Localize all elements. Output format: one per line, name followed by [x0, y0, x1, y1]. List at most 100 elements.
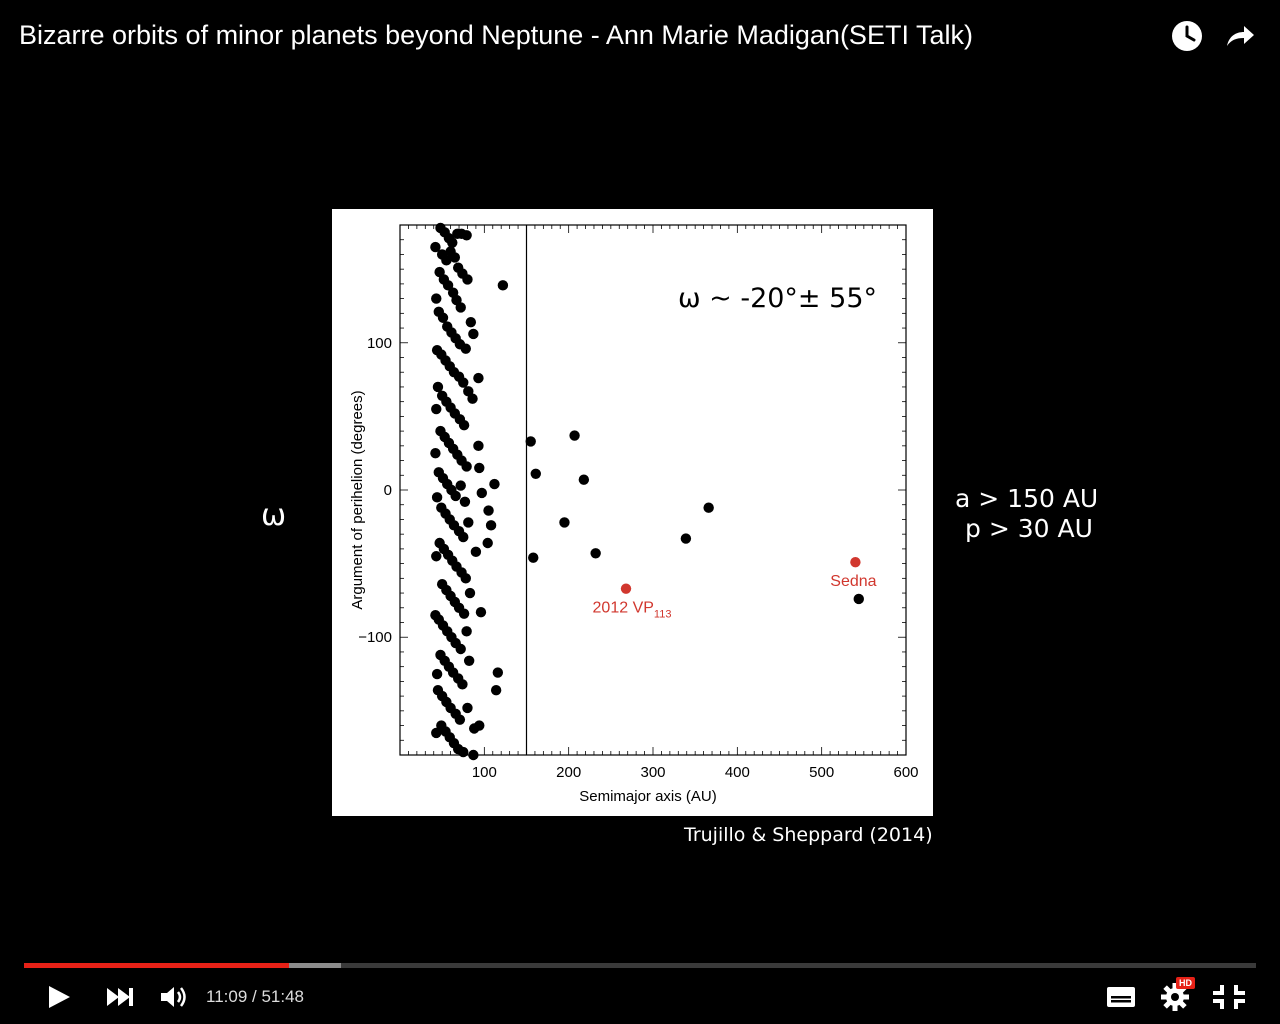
data-point: [470, 546, 482, 558]
highlight-point: [850, 556, 861, 568]
data-point: [468, 328, 479, 340]
data-point: [430, 241, 441, 253]
x-tick-label: 500: [809, 764, 834, 781]
data-point: [485, 520, 497, 531]
play-icon[interactable]: [44, 983, 74, 1011]
data-point: [590, 548, 601, 559]
data-point: [458, 377, 469, 388]
data-point: [430, 447, 441, 459]
data-point: [459, 496, 471, 507]
highlight-point: [620, 583, 632, 594]
data-point: [442, 280, 454, 291]
data-point: [460, 573, 471, 584]
data-point: [569, 430, 580, 441]
highlight-label: Sedna: [830, 573, 876, 590]
data-point: [455, 302, 466, 313]
volume-icon[interactable]: [158, 983, 190, 1011]
data-point: [455, 643, 466, 655]
y-axis-label: Argument of perihelion (degrees): [349, 390, 366, 609]
data-point: [483, 505, 494, 516]
data-point: [490, 685, 502, 696]
data-point: [458, 531, 469, 543]
data-point: [476, 487, 488, 499]
data-point: [489, 478, 500, 490]
watch-later-icon[interactable]: [1169, 18, 1205, 54]
x-tick-label: 600: [893, 764, 918, 781]
x-tick-label: 400: [725, 764, 750, 781]
data-point: [454, 714, 466, 725]
data-point: [578, 474, 590, 485]
data-point: [458, 746, 469, 758]
data-point: [474, 462, 485, 474]
progress-bar[interactable]: [24, 963, 1256, 968]
time-display: 11:09 / 51:48: [206, 987, 304, 1006]
x-axis-label: Semimajor axis (AU): [579, 788, 717, 805]
data-point: [461, 461, 472, 472]
data-point: [528, 552, 539, 563]
data-point: [431, 403, 442, 415]
data-point: [473, 440, 484, 452]
data-point: [497, 280, 509, 291]
data-point: [458, 420, 470, 431]
omega-annotation: ω ~ -20°± 55°: [678, 283, 877, 314]
data-point: [431, 344, 443, 356]
data-point: [441, 255, 452, 266]
data-point: [432, 381, 444, 393]
condition-semimajor: a > 150 AU: [955, 484, 1099, 513]
captions-icon[interactable]: [1106, 985, 1136, 1009]
progress-played: [24, 963, 289, 968]
data-point: [431, 668, 443, 680]
data-point: [474, 720, 485, 731]
settings-icon[interactable]: [1159, 982, 1191, 1012]
data-point: [461, 230, 472, 241]
data-point: [430, 609, 441, 621]
next-icon[interactable]: [104, 985, 136, 1009]
y-tick-label: 100: [367, 335, 392, 352]
data-point: [853, 593, 864, 605]
data-point: [461, 626, 472, 637]
x-tick-label: 100: [472, 764, 497, 781]
data-point: [462, 702, 473, 714]
scatter-chart: 100 200 300 400 500 600 100 0 −100 Semimajor axis…: [349, 222, 919, 805]
data-point: [703, 502, 714, 513]
data-point: [680, 533, 692, 544]
data-point: [431, 551, 442, 562]
data-point: [450, 490, 461, 502]
highlight-label: 2012 VP113: [593, 600, 672, 621]
data-point: [431, 492, 443, 503]
data-point: [431, 293, 442, 304]
data-point: [475, 606, 487, 618]
data-point: [530, 468, 541, 480]
data-point: [468, 749, 479, 761]
data-point: [465, 316, 477, 328]
hd-badge: HD: [1176, 977, 1195, 989]
y-tick-label: −100: [358, 629, 392, 646]
data-point: [437, 312, 449, 323]
data-point: [431, 727, 442, 739]
data-point: [463, 517, 474, 528]
omega-symbol: ω: [261, 498, 287, 533]
y-tick-label: 0: [384, 482, 392, 499]
data-point: [460, 343, 471, 354]
data-point: [447, 237, 458, 248]
data-point: [455, 480, 466, 491]
condition-perihelion: p > 30 AU: [965, 514, 1093, 543]
data-point: [458, 608, 470, 619]
data-point: [464, 587, 476, 599]
data-point: [462, 274, 473, 285]
data-point: [457, 679, 468, 690]
share-icon[interactable]: [1222, 18, 1258, 54]
figure-credit: Trujillo & Sheppard (2014): [684, 824, 933, 846]
x-tick-label: 300: [640, 764, 665, 781]
scatter-figure: 100 200 300 400 500 600 100 0 −100 Semimajor axis…: [332, 209, 933, 816]
data-point: [473, 372, 484, 384]
data-point: [467, 393, 478, 404]
data-point: [492, 667, 504, 678]
data-point: [463, 655, 475, 666]
data-point: [449, 252, 461, 263]
data-point: [559, 517, 570, 528]
exit-fullscreen-icon[interactable]: [1211, 983, 1247, 1011]
data-point: [482, 537, 493, 549]
video-title[interactable]: Bizarre orbits of minor planets beyond N…: [19, 20, 973, 50]
data-point: [525, 436, 536, 447]
